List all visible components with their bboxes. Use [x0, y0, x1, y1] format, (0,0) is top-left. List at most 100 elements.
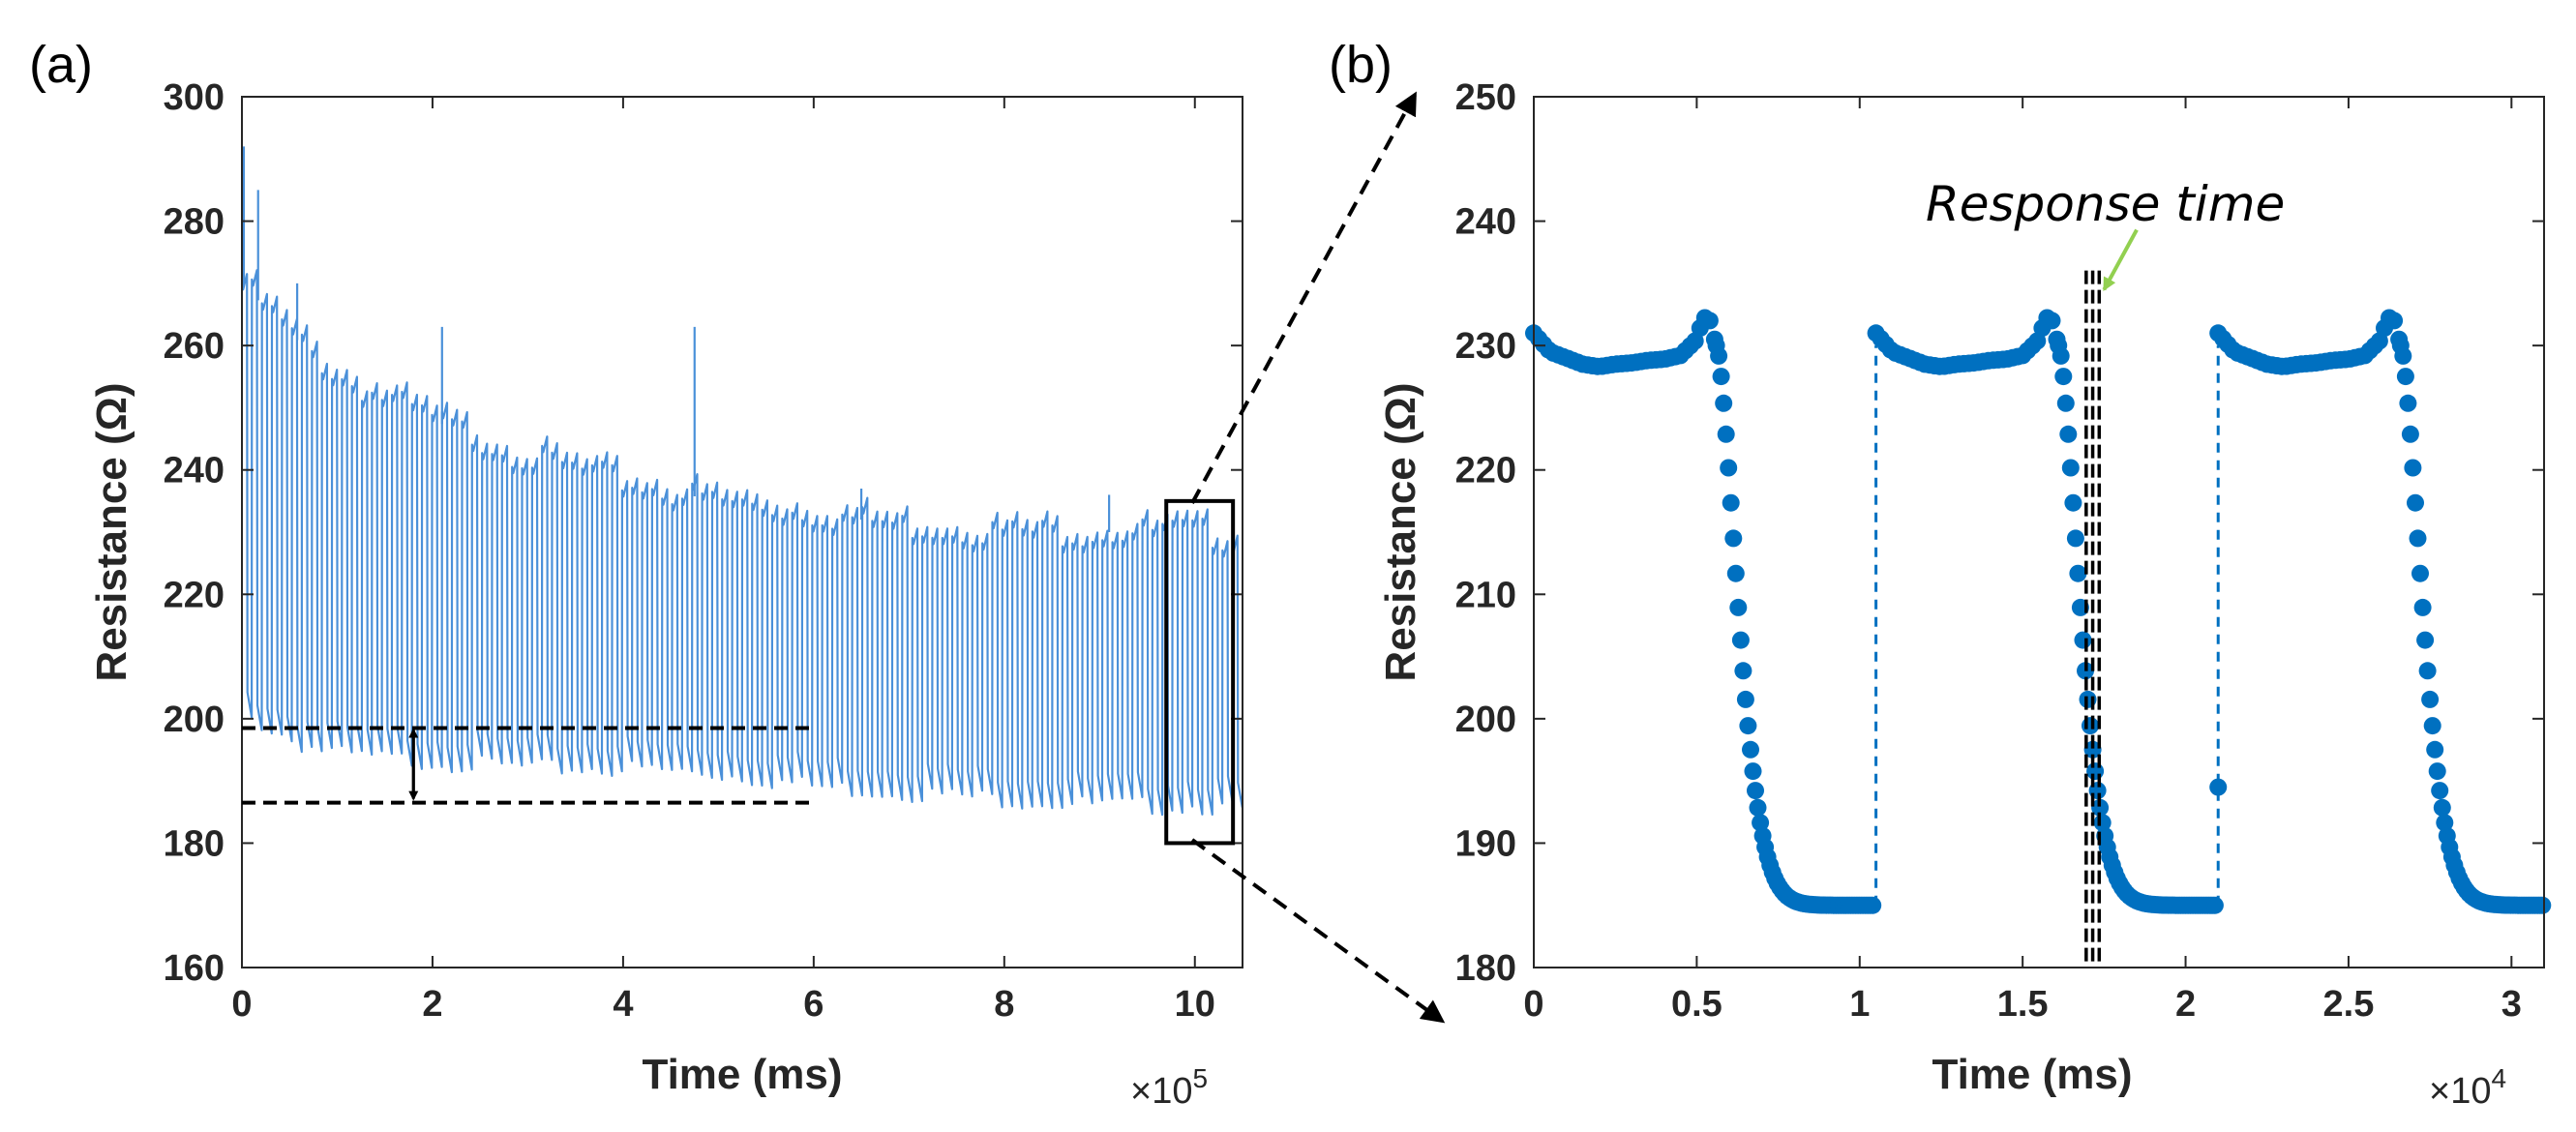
panel-b-y-tick-label: 230: [1455, 326, 1516, 367]
panel-b-data-point: [2418, 662, 2437, 680]
panel-b-data-point: [2416, 631, 2435, 649]
panel-a-x-tick-label: 6: [803, 984, 824, 1025]
panel-b-x-tick-label: 0: [1523, 984, 1543, 1025]
panel-a-ticks: 0 2 4 6 8 10 160 180 200 220 240 260 280 300: [164, 77, 1243, 1025]
panel-b-data-point: [1739, 717, 1757, 735]
panel-b-data-point: [1729, 598, 1748, 616]
panel-a-x-tick-label: 8: [994, 984, 1014, 1025]
panel-a-y-tick-label: 160: [164, 948, 225, 989]
panel-b-data-point: [2069, 564, 2087, 582]
panel-b-data-point: [1744, 762, 1762, 781]
panel-b-x-multiplier: ×104: [2429, 1063, 2506, 1112]
panel-b-data-point: [1722, 493, 1740, 512]
panel-b-label: (b): [1329, 36, 1393, 94]
panel-b-data-point: [2082, 717, 2099, 735]
panel-a-y-tick-label: 200: [164, 700, 225, 740]
panel-b-data-point: [2091, 798, 2110, 817]
panel-b-x-tick-label: 2: [2175, 984, 2196, 1025]
panel-b-x-axis-label: Time (ms): [1932, 1051, 2132, 1098]
panel-a-x-tick-label: 0: [231, 984, 252, 1025]
panel-a-y-tick-label: 180: [164, 823, 225, 864]
zoom-connector-upper: [1190, 91, 1417, 504]
panel-a-y-axis-label: Resistance (Ω): [88, 382, 135, 681]
panel-b-data-point: [2209, 778, 2228, 796]
panel-b-y-tick-label: 240: [1455, 202, 1516, 243]
response-time-annotation: Response time: [1926, 176, 2285, 232]
panel-a-y-tick-label: 260: [164, 326, 225, 367]
panel-b-data-point: [1717, 425, 1735, 443]
panel-b-ticks: 0 0.5 1 1.5 2 2.5 3 180 190 200 210 220 230 240 250: [1455, 77, 2544, 1025]
panel-b-data-point: [1742, 740, 1759, 759]
panel-b-data-point: [2056, 394, 2075, 412]
panel-a-x-tick-label: 10: [1175, 984, 1215, 1025]
panel-b-annotations: [2084, 228, 2139, 962]
response-time-arrow: [2102, 228, 2139, 292]
panel-b-y-tick-label: 180: [1455, 948, 1516, 989]
panel-b-y-tick-label: 250: [1455, 77, 1516, 118]
panel-a-data-layer: [240, 146, 1243, 817]
panel-b-y-tick-label: 220: [1455, 451, 1516, 492]
panel-b-y-tick-label: 190: [1455, 823, 1516, 864]
panel-b-data-point: [2401, 425, 2419, 443]
panel-a-label: (a): [29, 36, 93, 94]
panel-b-data-point: [2533, 896, 2552, 914]
panel-b-data-point: [2413, 598, 2432, 616]
panel-b-data-point: [1720, 459, 1738, 477]
panel-b-x-tick-label: 2.5: [2323, 984, 2375, 1025]
panel-b-data-point: [2066, 529, 2084, 548]
panel-b-data-point: [2043, 312, 2061, 330]
panel-a: (a) 0 2 4 6 8 10 160 180 200 220 240 260 280 300 Time…: [29, 36, 1243, 1112]
panel-b-data-point: [2083, 740, 2102, 759]
panel-a-x-axis-label: Time (ms): [642, 1051, 842, 1098]
panel-b-data-point: [1736, 690, 1754, 708]
panel-b-data-point: [2426, 740, 2444, 759]
panel-b-data-point: [2407, 493, 2424, 512]
panel-b-data-point: [1715, 394, 1733, 412]
panel-b-data-point: [1726, 564, 1745, 582]
zoom-connector-lower: [1190, 838, 1446, 1024]
panel-b-data-point: [2394, 346, 2412, 365]
panel-a-y-tick-label: 280: [164, 202, 225, 243]
panel-b-data-point: [2431, 782, 2449, 800]
panel-b-data-point: [2061, 459, 2080, 477]
panel-b: (b) 0 0.5 1 1.5 2 2.5 3 180 190 200 210 220 230 240 25…: [1329, 36, 2552, 1112]
panel-a-x-tick-label: 2: [422, 984, 442, 1025]
panel-a-x-tick-label: 4: [613, 984, 633, 1025]
panel-b-data-point: [1712, 368, 1730, 386]
panel-b-data-point: [1747, 782, 1764, 800]
panel-a-resistance-trace: [240, 269, 1243, 817]
panel-b-data-point: [2399, 394, 2417, 412]
panel-b-data-point: [2074, 631, 2092, 649]
panel-b-data-point: [2052, 346, 2070, 365]
panel-a-y-tick-label: 300: [164, 77, 225, 118]
panel-b-data-point: [2054, 368, 2073, 386]
panel-b-y-axis-label: Resistance (Ω): [1377, 382, 1424, 681]
panel-b-data-point: [2396, 368, 2414, 386]
panel-b-data-point: [2423, 717, 2441, 735]
panel-b-data-point: [2421, 690, 2440, 708]
panel-b-data-point: [1734, 662, 1752, 680]
panel-b-data-point: [1700, 312, 1719, 330]
panel-b-data-point: [1724, 529, 1743, 548]
panel-b-y-tick-label: 210: [1455, 575, 1516, 615]
panel-b-data-point: [1710, 346, 1728, 365]
panel-a-y-tick-label: 240: [164, 451, 225, 492]
panel-a-axes-frame: [241, 96, 1243, 968]
panel-b-x-tick-label: 3: [2501, 984, 2522, 1025]
panel-b-data-point: [2436, 814, 2454, 832]
panel-b-data-point: [2086, 762, 2105, 781]
panel-b-data-point: [2428, 762, 2446, 781]
panel-b-data-point: [2404, 459, 2422, 477]
panel-b-data-layer: [1525, 309, 2552, 914]
panel-b-data-point: [1731, 631, 1750, 649]
panel-b-data-point: [1864, 896, 1882, 914]
panel-b-data-point: [2385, 312, 2404, 330]
panel-b-data-point: [2059, 425, 2078, 443]
panel-a-x-multiplier: ×105: [1130, 1063, 1208, 1112]
panel-b-axes-frame: [1533, 96, 2545, 968]
panel-b-data-point: [1752, 814, 1770, 832]
panel-b-data-point: [2433, 798, 2451, 817]
panel-b-data-point: [2411, 564, 2429, 582]
panel-b-data-point: [1749, 798, 1767, 817]
